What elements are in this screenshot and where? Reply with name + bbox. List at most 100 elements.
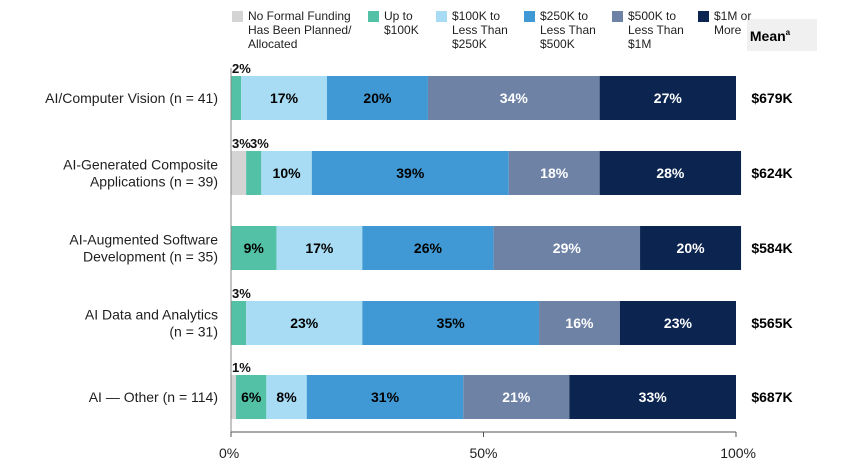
bar-segment	[261, 151, 312, 195]
category-label-line: (n = 31)	[169, 324, 218, 340]
bar-segment	[508, 151, 600, 195]
bar-segment	[463, 375, 570, 419]
bar-segment	[539, 301, 620, 345]
data-label: 27%	[654, 90, 683, 106]
bar-segment	[362, 301, 540, 345]
data-label: 3%	[250, 136, 269, 151]
mean-value: $624K	[751, 165, 792, 181]
legend-label-line: Less Than	[628, 23, 684, 37]
x-tick-label: 50%	[469, 445, 497, 461]
legend-label-line: Allocated	[248, 37, 297, 51]
data-label: 10%	[273, 165, 302, 181]
bar-segment	[311, 151, 509, 195]
legend-label-line: Less Than	[540, 23, 596, 37]
data-label: 3%	[232, 286, 251, 301]
data-label: 16%	[565, 315, 594, 331]
data-label: 39%	[396, 165, 425, 181]
data-label: 3%	[232, 136, 251, 151]
bar-segment	[236, 375, 267, 419]
data-label: 28%	[656, 165, 685, 181]
data-label: 33%	[639, 389, 668, 405]
legend-label: $100K to Less Than $250K	[452, 9, 508, 51]
x-tick-label: 100%	[720, 445, 756, 461]
category-label-line: Applications (n = 39)	[90, 174, 218, 190]
legend: No Formal Funding Has Been Planned/Alloca…	[232, 9, 751, 51]
legend-swatch	[436, 11, 447, 22]
legend-label: $250K to Less Than $500K	[540, 9, 596, 51]
bar-segment	[326, 76, 428, 120]
bar-segment	[231, 301, 247, 345]
data-label: 26%	[414, 240, 443, 256]
mean-header-text: Mean	[750, 28, 786, 44]
data-label: 1%	[232, 360, 251, 375]
mean-header: Meana	[750, 28, 791, 44]
data-label: 23%	[290, 315, 319, 331]
x-axis: 0% 50% 100%	[219, 68, 756, 461]
category-label-line: AI-Generated Composite	[63, 157, 218, 173]
legend-label: No Formal Funding Has Been Planned/Alloca…	[248, 9, 352, 51]
category-label-line: AI-Augmented Software	[69, 232, 218, 248]
bars: AI/Computer Vision (n = 41) 17% 20% 34% 27% 2…	[45, 61, 793, 419]
legend-label-line: $500K	[540, 37, 575, 51]
legend-label-line: Up to	[384, 9, 413, 23]
mean-value: $679K	[751, 90, 792, 106]
data-label: 29%	[553, 240, 582, 256]
category-label: AI/Computer Vision (n = 41)	[45, 90, 218, 106]
bar-segment	[306, 375, 464, 419]
x-tick-label: 0%	[219, 445, 239, 461]
legend-label-line: $500K to	[628, 9, 676, 23]
legend-label-line: $250K	[452, 37, 487, 51]
data-label: 20%	[677, 240, 706, 256]
legend-label: Up to $100K	[384, 9, 419, 37]
bar-segment	[266, 375, 307, 419]
data-label: 34%	[500, 90, 529, 106]
category-label-line: AI Data and Analytics	[85, 307, 218, 323]
category-label: AI Data and Analytics (n = 31)	[85, 307, 218, 340]
category-label: AI-Generated Composite Applications (n = …	[63, 157, 218, 190]
mean-footnote-marker: a	[786, 28, 791, 37]
legend-label-line: $100K	[384, 23, 419, 37]
bar-segment	[231, 226, 277, 270]
data-label: 17%	[270, 90, 299, 106]
bar-segment	[231, 76, 242, 120]
bar-segment	[599, 151, 742, 195]
data-label: 2%	[232, 61, 251, 76]
bar-segment	[569, 375, 736, 419]
legend-swatch	[368, 11, 379, 22]
data-label: 17%	[305, 240, 334, 256]
bar-segment	[246, 301, 363, 345]
bar-segment	[246, 151, 262, 195]
mean-value: $584K	[751, 240, 792, 256]
data-label: 35%	[437, 315, 466, 331]
mean-value: $687K	[751, 389, 792, 405]
mean-value: $565K	[751, 315, 792, 331]
bar-segment	[241, 76, 327, 120]
bar-segment	[619, 301, 736, 345]
category-label: AI-Augmented Software Development (n = 35…	[69, 232, 218, 265]
data-label: 8%	[276, 389, 297, 405]
legend-label: $1M or More	[714, 9, 751, 37]
bar-segment	[231, 151, 247, 195]
data-label: 6%	[241, 389, 262, 405]
bar-segment	[427, 76, 600, 120]
legend-label-line: $250K to	[540, 9, 588, 23]
legend-label-line: Less Than	[452, 23, 508, 37]
bar-segment	[362, 226, 494, 270]
legend-swatch	[612, 11, 623, 22]
bar-segment	[231, 375, 237, 419]
category-label-line: Development (n = 35)	[83, 249, 218, 265]
bar-segment	[276, 226, 363, 270]
bar-segment	[599, 76, 736, 120]
legend-swatch	[232, 11, 243, 22]
legend-label-line: $100K to	[452, 9, 500, 23]
legend-label: $500K to Less Than $1M	[628, 9, 684, 51]
mean-header-box	[747, 19, 817, 51]
category-label: AI — Other (n = 114)	[89, 389, 218, 405]
data-label: 31%	[371, 389, 400, 405]
legend-label-line: No Formal Funding	[248, 9, 351, 23]
data-label: 20%	[363, 90, 392, 106]
bar-segment	[493, 226, 641, 270]
category-label-line: AI/Computer Vision (n = 41)	[45, 90, 218, 106]
legend-label-line: $1M or	[714, 9, 751, 23]
